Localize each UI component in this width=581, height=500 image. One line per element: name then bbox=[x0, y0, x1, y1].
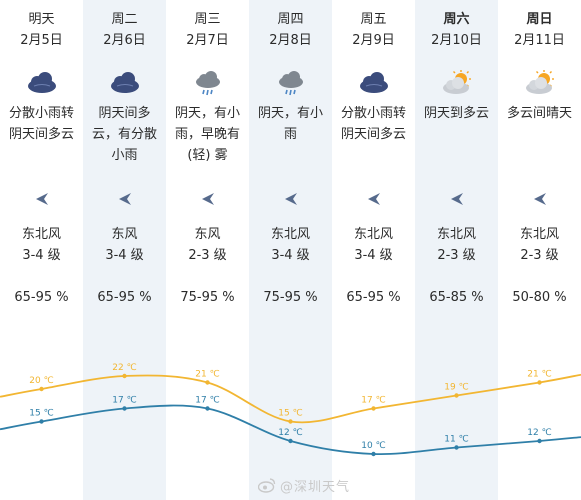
day-column: 周日 2月11日 多云间晴天 东北风 2-3 级 50-80 % bbox=[498, 0, 581, 500]
humidity: 65-95 % bbox=[97, 290, 152, 305]
low-temp-label: 17 ℃ bbox=[195, 396, 219, 406]
wind-direction-icon bbox=[200, 191, 216, 207]
wind-direction: 东北风 bbox=[21, 227, 61, 242]
low-temp-label: 17 ℃ bbox=[112, 396, 136, 406]
wind-direction: 东北风 bbox=[353, 227, 393, 242]
wind-direction-icon bbox=[366, 191, 382, 207]
weather-description: 阴天，有小 雨 bbox=[257, 106, 323, 142]
high-temp-label: 22 ℃ bbox=[112, 363, 136, 373]
weather-description: 阴天到多云 bbox=[423, 106, 489, 121]
day-date: 2月6日 bbox=[103, 33, 146, 48]
day-date: 2月8日 bbox=[269, 33, 312, 48]
day-date: 2月11日 bbox=[514, 33, 565, 48]
wind-level: 2-3 级 bbox=[437, 248, 476, 263]
weather-description: 多云间晴天 bbox=[506, 106, 572, 121]
wind-direction-icon bbox=[34, 191, 50, 207]
high-temp-point bbox=[205, 380, 210, 385]
low-temp-label: 15 ℃ bbox=[29, 409, 53, 419]
wind-direction-icon bbox=[283, 191, 299, 207]
overcast-rain-icon bbox=[24, 69, 60, 97]
day-name: 周四 bbox=[277, 12, 304, 27]
day-name: 周六 bbox=[443, 12, 470, 27]
day-date: 2月9日 bbox=[352, 33, 395, 48]
day-column: 周三 2月7日 阴天，有小 雨，早晚有 (轻) 雾 东风 2-3 级 75-95… bbox=[166, 0, 249, 500]
high-temp-point bbox=[288, 419, 293, 424]
day-column: 周二 2月6日 阴天间多 云，有分散 小雨 东风 3-4 级 65-95 % bbox=[83, 0, 166, 500]
wind-direction-icon bbox=[117, 191, 133, 207]
wind-level: 2-3 级 bbox=[520, 248, 559, 263]
overcast-rain-icon bbox=[107, 69, 143, 97]
weather-description: 阴天，有小 雨，早晚有 (轻) 雾 bbox=[174, 106, 240, 163]
high-temp-label: 20 ℃ bbox=[29, 376, 53, 386]
low-temp-point bbox=[205, 406, 210, 411]
high-temp-label: 15 ℃ bbox=[278, 409, 302, 419]
low-temp-point bbox=[371, 451, 376, 457]
high-temp-point bbox=[122, 373, 127, 379]
wind-direction-icon bbox=[532, 191, 548, 207]
day-name: 周日 bbox=[526, 12, 553, 27]
humidity: 75-95 % bbox=[180, 290, 235, 305]
high-temp-point bbox=[537, 380, 542, 385]
weibo-icon bbox=[258, 478, 276, 493]
low-temp-point bbox=[454, 445, 459, 450]
high-temp-label: 21 ℃ bbox=[195, 370, 219, 380]
day-column: 周六 2月10日 阴天到多云 东北风 2-3 级 65-85 % bbox=[415, 0, 498, 500]
day-column: 明天 2月5日 分散小雨转 阴天间多云 东北风 3-4 级 65-95 % bbox=[0, 0, 83, 500]
low-temp-point bbox=[288, 438, 293, 444]
watermark: @深圳天气 bbox=[258, 474, 378, 496]
wind-direction-icon bbox=[449, 191, 465, 207]
low-temp-point bbox=[122, 406, 127, 411]
humidity: 65-85 % bbox=[429, 290, 484, 305]
high-temp-label: 21 ℃ bbox=[527, 370, 551, 380]
cloud-rain-icon bbox=[273, 69, 309, 97]
high-temp-label: 17 ℃ bbox=[361, 396, 385, 406]
high-temp-point bbox=[371, 406, 376, 411]
weather-description: 阴天间多 云，有分散 小雨 bbox=[91, 106, 157, 163]
wind-direction: 东北风 bbox=[519, 227, 559, 242]
wind-direction: 东风 bbox=[111, 227, 138, 242]
day-name: 周三 bbox=[194, 12, 221, 27]
humidity: 75-95 % bbox=[263, 290, 318, 305]
low-temp-point bbox=[39, 419, 44, 424]
humidity: 65-95 % bbox=[346, 290, 401, 305]
high-temp-point bbox=[454, 393, 459, 398]
watermark-text: @深圳天气 bbox=[280, 479, 351, 495]
wind-direction: 东北风 bbox=[436, 227, 476, 242]
humidity: 65-95 % bbox=[14, 290, 69, 305]
day-date: 2月5日 bbox=[20, 33, 63, 48]
day-column: 周五 2月9日 分散小雨转 阴天间多云 东北风 3-4 级 65-95 % bbox=[332, 0, 415, 500]
low-temp-label: 10 ℃ bbox=[361, 441, 385, 451]
day-date: 2月10日 bbox=[431, 33, 482, 48]
weather-description: 分散小雨转 阴天间多云 bbox=[340, 106, 406, 142]
wind-direction: 东风 bbox=[194, 227, 221, 242]
low-temp-point bbox=[537, 438, 542, 444]
wind-level: 3-4 级 bbox=[22, 248, 61, 263]
cloud-rain-icon bbox=[190, 69, 226, 97]
day-name: 明天 bbox=[28, 12, 55, 27]
wind-level: 3-4 级 bbox=[105, 248, 144, 263]
sun-cloud-icon bbox=[522, 69, 558, 97]
temperature-chart: 20 ℃ 22 ℃ 21 ℃ 15 ℃ 17 ℃ 19 ℃ 21 ℃ 15 ℃ 17 ℃ 17 ℃… bbox=[0, 363, 581, 457]
wind-level: 3-4 级 bbox=[354, 248, 393, 263]
humidity: 50-80 % bbox=[512, 290, 567, 305]
day-name: 周二 bbox=[111, 12, 138, 27]
wind-level: 2-3 级 bbox=[188, 248, 227, 263]
weather-description: 分散小雨转 阴天间多云 bbox=[8, 106, 74, 142]
high-temp-point bbox=[39, 386, 44, 392]
sun-cloud-icon bbox=[439, 69, 475, 97]
wind-direction: 东北风 bbox=[270, 227, 310, 242]
day-name: 周五 bbox=[360, 12, 387, 27]
overcast-rain-icon bbox=[356, 69, 392, 97]
high-temp-label: 19 ℃ bbox=[444, 383, 468, 393]
low-temp-label: 12 ℃ bbox=[278, 428, 302, 438]
wind-level: 3-4 级 bbox=[271, 248, 310, 263]
low-temp-label: 12 ℃ bbox=[527, 428, 551, 438]
day-column: 周四 2月8日 阴天，有小 雨 东北风 3-4 级 75-95 % bbox=[249, 0, 332, 500]
low-temp-label: 11 ℃ bbox=[444, 435, 468, 445]
day-date: 2月7日 bbox=[186, 33, 229, 48]
